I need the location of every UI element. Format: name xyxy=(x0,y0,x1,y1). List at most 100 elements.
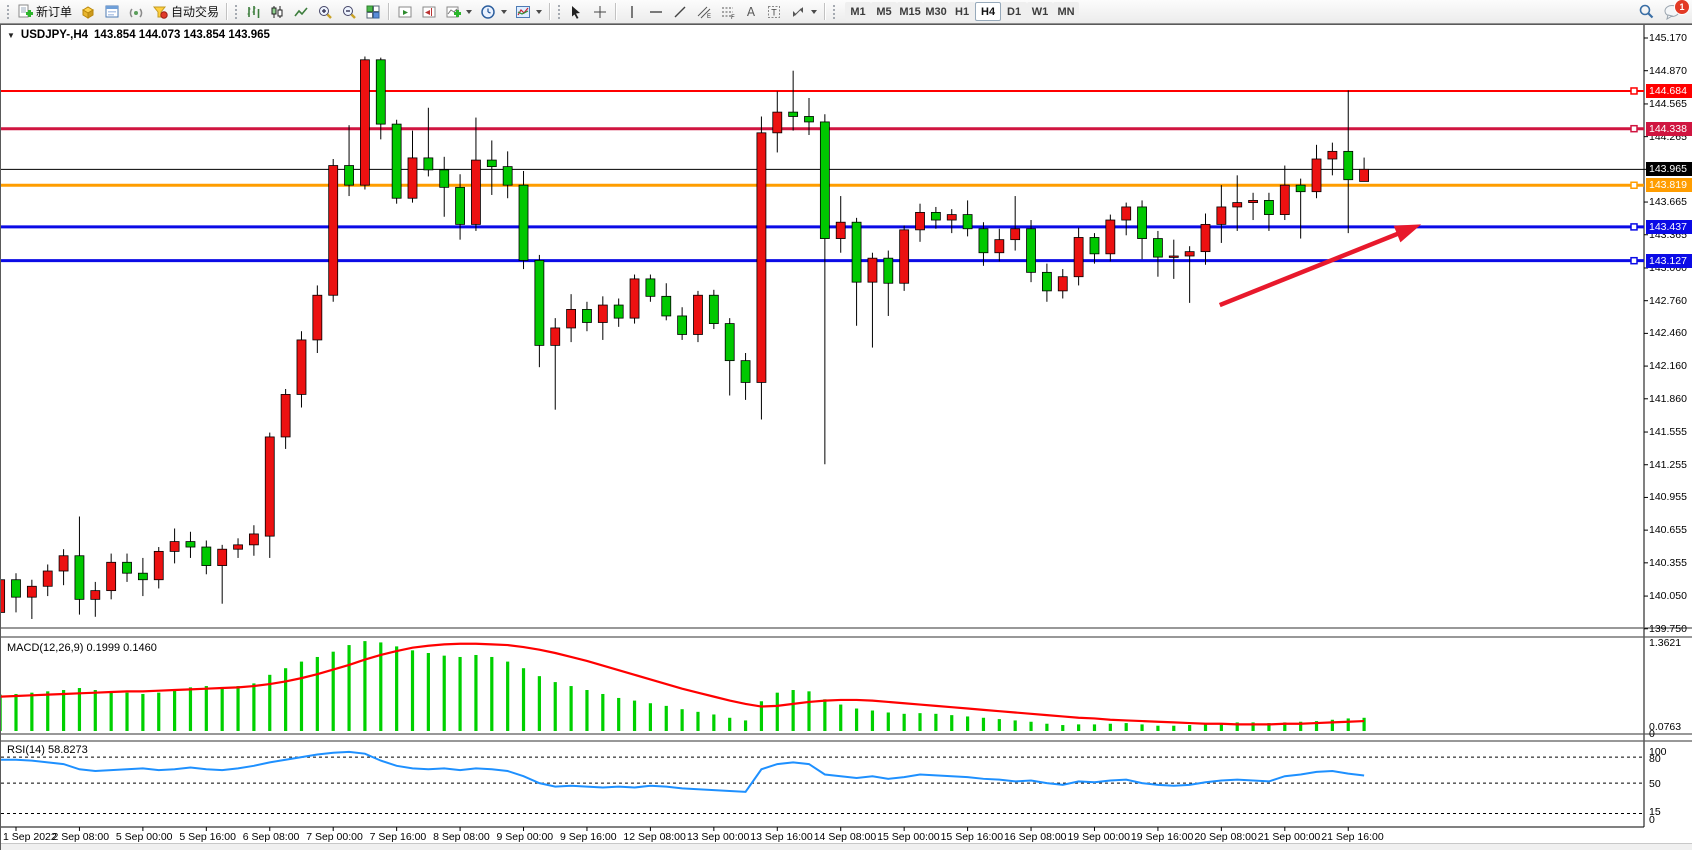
clock-icon xyxy=(480,4,496,20)
text-tool-button[interactable]: A xyxy=(740,1,762,22)
candle xyxy=(693,290,703,343)
macd-histogram-bar xyxy=(1108,723,1112,731)
add-indicator-button[interactable] xyxy=(441,1,476,22)
hline-anchor[interactable] xyxy=(1630,256,1638,265)
zoom-in-button[interactable] xyxy=(313,1,337,22)
chart-title: USDJPY-,H4 143.854 144.073 143.854 143.9… xyxy=(7,29,270,41)
price-tag-144.684: 144.684 xyxy=(1646,83,1692,98)
trend-arrow[interactable] xyxy=(1218,224,1422,308)
macd-histogram-bar xyxy=(823,699,827,731)
tile-windows-button[interactable] xyxy=(361,1,385,22)
vertical-line-tool-button[interactable] xyxy=(620,1,644,22)
toolbar-drag-handle[interactable] xyxy=(557,4,562,19)
timeframe-MN[interactable]: MN xyxy=(1053,2,1080,21)
hline-anchor[interactable] xyxy=(1630,87,1638,95)
text-label-tool-button[interactable]: T xyxy=(762,1,786,22)
candle xyxy=(106,553,117,600)
macd-histogram-bar xyxy=(46,691,50,731)
time-axis-label: 13 Sep 00:00 xyxy=(686,831,750,843)
macd-histogram-bar xyxy=(1140,724,1144,731)
fibonacci-tool-button[interactable]: F xyxy=(716,1,740,22)
time-axis-label: 8 Sep 08:00 xyxy=(433,831,490,843)
macd-histogram-bar xyxy=(886,712,890,731)
toolbar-drag-handle[interactable] xyxy=(832,4,837,19)
candlestick-mode-button[interactable] xyxy=(265,1,289,22)
timeframe-D1[interactable]: D1 xyxy=(1001,2,1028,21)
macd-histogram-bar xyxy=(1251,722,1255,731)
vertical-line-icon xyxy=(624,4,640,20)
fibonacci-icon: F xyxy=(720,4,736,20)
candle xyxy=(566,294,576,343)
horizontal-line-tool-button[interactable] xyxy=(644,1,668,22)
macd-histogram-bar xyxy=(268,674,272,731)
chart-shift-button[interactable] xyxy=(417,1,441,22)
candle xyxy=(1184,246,1195,303)
time-axis-label: 14 Sep 08:00 xyxy=(813,831,877,843)
bar-chart-mode-button[interactable] xyxy=(241,1,265,22)
timeframe-H4[interactable]: H4 xyxy=(975,2,1002,21)
candle xyxy=(962,200,973,237)
time-axis-label: 5 Sep 16:00 xyxy=(179,831,236,843)
auto-scroll-button[interactable] xyxy=(393,1,417,22)
profiles-button[interactable] xyxy=(100,1,124,22)
chart-plot[interactable] xyxy=(1,25,1692,850)
trendline-tool-button[interactable] xyxy=(668,1,692,22)
dropdown-caret-icon xyxy=(811,9,818,14)
candle xyxy=(455,174,465,240)
dropdown-caret-icon xyxy=(466,9,473,14)
macd-histogram-bar xyxy=(426,653,430,731)
arrows-icon xyxy=(790,4,806,20)
candle xyxy=(1042,263,1052,302)
macd-histogram-bar xyxy=(458,656,462,731)
autotrading-button[interactable]: 自动交易 xyxy=(148,1,223,22)
price-axis-label: 142.760 xyxy=(1649,294,1687,307)
zoom-out-button[interactable] xyxy=(337,1,361,22)
signal-icon xyxy=(128,4,144,20)
macd-histogram-bar xyxy=(791,690,795,731)
search-button[interactable] xyxy=(1634,1,1659,22)
candle xyxy=(518,170,529,270)
crosshair-tool-button[interactable] xyxy=(588,1,612,22)
timeframe-H1[interactable]: H1 xyxy=(949,2,976,21)
indicator-plus-icon xyxy=(445,4,462,20)
candle xyxy=(851,217,862,326)
candle xyxy=(946,209,957,234)
macd-histogram-bar xyxy=(1283,722,1287,731)
timeframe-W1[interactable]: W1 xyxy=(1027,2,1054,21)
timeframe-M30[interactable]: M30 xyxy=(923,2,950,21)
chart-wizard-button[interactable] xyxy=(76,1,100,22)
bid-price-tag: 143.965 xyxy=(1646,162,1692,177)
macd-histogram-bar xyxy=(1,694,2,731)
timeframe-M5[interactable]: M5 xyxy=(871,2,898,21)
signals-button[interactable] xyxy=(124,1,148,22)
rsi-line xyxy=(1,750,1365,793)
macd-histogram-bar xyxy=(759,701,764,731)
hline-anchor[interactable] xyxy=(1630,181,1638,190)
toolbar-drag-handle[interactable] xyxy=(234,4,239,19)
channel-tool-button[interactable]: E xyxy=(692,1,716,22)
candle xyxy=(819,114,830,465)
period-button[interactable] xyxy=(476,1,511,22)
candle xyxy=(788,70,799,131)
macd-histogram-bar xyxy=(220,687,224,731)
arrows-tool-button[interactable] xyxy=(786,1,821,22)
line-chart-mode-button[interactable] xyxy=(289,1,313,22)
macd-histogram-bar xyxy=(410,650,415,731)
toolbar-drag-handle[interactable] xyxy=(6,4,10,19)
hline-anchor[interactable] xyxy=(1630,124,1638,133)
macd-histogram-bar xyxy=(173,690,177,731)
hline-anchor[interactable] xyxy=(1630,223,1638,231)
symbol-dropdown-icon[interactable] xyxy=(7,29,15,41)
cursor-tool-button[interactable] xyxy=(564,1,588,22)
candle xyxy=(867,252,878,348)
timeframe-M15[interactable]: M15 xyxy=(897,2,924,21)
macd-histogram-bar xyxy=(712,714,716,731)
new-order-button[interactable]: 新订单 xyxy=(13,1,76,22)
candle xyxy=(58,549,69,586)
candle xyxy=(1264,192,1274,231)
candle xyxy=(550,318,561,410)
template-button[interactable] xyxy=(511,1,546,22)
notification-badge[interactable]: 1 xyxy=(1674,0,1690,15)
timeframe-M1[interactable]: M1 xyxy=(845,2,872,21)
